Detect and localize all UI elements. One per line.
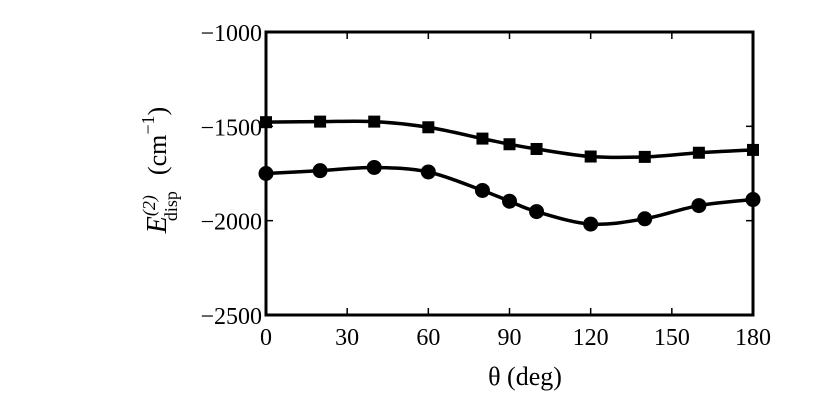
data-point-square <box>422 121 435 134</box>
data-point-circle <box>583 216 599 232</box>
y-tick-labels: −1000 −1500 −2000 −2500 <box>200 21 262 330</box>
x-tick-label: 0 <box>260 325 272 351</box>
data-point-circle <box>502 193 517 209</box>
data-point-square <box>368 115 381 128</box>
x-tick-label: 60 <box>416 325 440 351</box>
data-point-square <box>530 142 543 155</box>
data-point-circle <box>420 164 436 180</box>
data-point-square <box>476 132 489 145</box>
curves-layer <box>265 119 754 227</box>
data-point-square <box>584 150 597 163</box>
y-axis-symbol: E <box>142 216 173 234</box>
data-point-circle <box>691 198 707 214</box>
data-point-circle <box>637 211 653 227</box>
data-point-square <box>314 115 327 128</box>
x-tick-labels: 0 30 60 90 120 150 180 <box>260 325 771 351</box>
data-point-circle <box>529 204 545 220</box>
markers-layer <box>258 115 761 232</box>
x-axis-label: θ (deg) <box>488 362 562 391</box>
x-tick-label: 90 <box>498 325 522 351</box>
data-point-square <box>692 146 705 159</box>
y-axis-superscript: (2) <box>139 195 160 216</box>
data-point-square <box>638 150 651 163</box>
x-tick-label: 120 <box>573 325 609 351</box>
data-point-circle <box>474 182 490 198</box>
y-tick-label: −2000 <box>200 210 262 236</box>
y-axis-label: E(2) disp (cm−1) <box>138 107 181 234</box>
y-axis-units: (cm <box>143 135 172 175</box>
plot-frame <box>264 30 755 317</box>
y-tick-label: −1000 <box>200 21 262 47</box>
x-tick-label: 30 <box>335 325 359 351</box>
data-point-circle <box>366 159 382 175</box>
x-tick-label: 150 <box>654 325 690 351</box>
data-point-circle <box>312 163 328 179</box>
y-axis-subscript: disp <box>161 191 181 221</box>
data-point-square <box>503 138 516 151</box>
x-tick-label: 180 <box>735 325 771 351</box>
ticks-layer <box>265 31 754 316</box>
y-axis-units-close: ) <box>143 107 172 116</box>
y-tick-label: −2500 <box>200 304 262 330</box>
y-axis-units-exponent: −1 <box>138 115 158 134</box>
y-tick-label: −1500 <box>200 115 262 141</box>
